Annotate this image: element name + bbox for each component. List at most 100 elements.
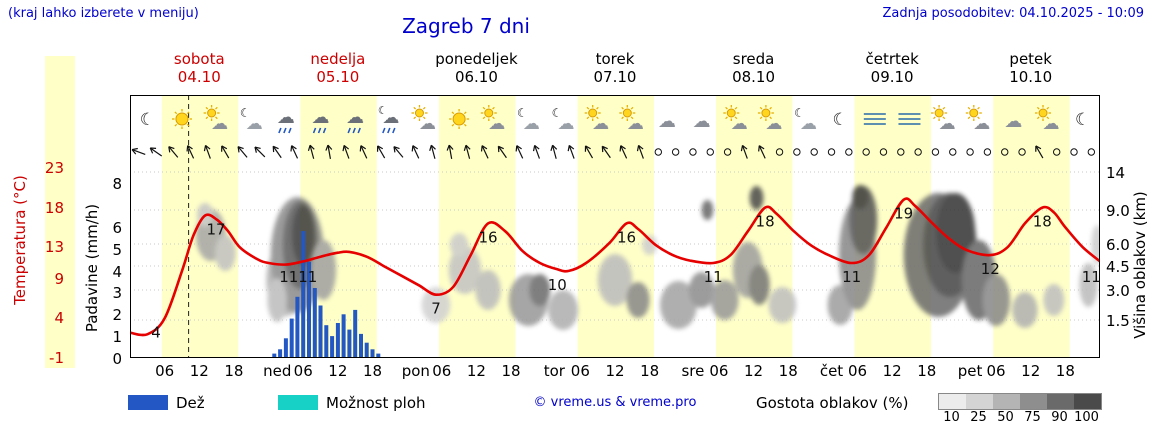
precip-tick: 1 <box>112 328 122 347</box>
day-header-name: sreda <box>732 50 775 68</box>
wind-arrow-icon <box>376 145 386 159</box>
sun-icon <box>449 109 470 129</box>
density-gradient-step <box>966 394 993 409</box>
calm-wind-icon <box>845 148 853 156</box>
last-update: Zadnja posodobitev: 04.10.2025 - 10:09 <box>882 6 1144 21</box>
svg-text:11: 11 <box>298 268 317 286</box>
xaxis-hour-label: 06 <box>570 362 590 380</box>
fog-icon <box>898 113 921 125</box>
calm-wind-icon <box>793 148 801 156</box>
cloud-tick: 6.0 <box>1106 236 1130 254</box>
precip-tick: 8 <box>112 175 122 193</box>
svg-text:☾: ☾ <box>140 110 155 130</box>
xaxis-hour-label: 06 <box>847 362 868 380</box>
wind-arrow-icon <box>149 147 163 157</box>
svg-text:☾: ☾ <box>1075 110 1090 130</box>
xaxis-day-abbrev: čet <box>819 362 844 380</box>
sun-cloud-icon: ☁ <box>480 105 505 134</box>
wind-arrow-icon <box>272 145 282 159</box>
location-hint: (kraj lahko izberete v meniju) <box>8 6 199 21</box>
wind-arrow-icon <box>601 145 611 159</box>
precip-tick: 5 <box>112 240 122 259</box>
xaxis-hour-label: 06 <box>155 362 175 380</box>
svg-text:☁: ☁ <box>523 114 540 134</box>
svg-text:11: 11 <box>704 268 723 286</box>
wind-arrow-icon <box>307 144 315 159</box>
xaxis-hour-label: 12 <box>605 362 625 380</box>
wind-arrow-icon <box>584 145 594 159</box>
precip-tick: 0 <box>112 350 122 368</box>
wind-arrow-icon <box>515 145 524 159</box>
density-tick: 25 <box>970 410 987 425</box>
day-header-date: 07.10 <box>593 68 637 86</box>
wind-arrow-icon <box>342 144 350 159</box>
cloud-icon: ☁ <box>693 111 711 132</box>
day-header-date: 10.10 <box>1009 68 1053 86</box>
svg-text:☁: ☁ <box>800 114 817 134</box>
calm-wind-icon <box>879 148 888 156</box>
sun-cloud-icon: ☁ <box>757 105 782 134</box>
svg-text:12: 12 <box>981 260 1000 278</box>
day-header-name: nedelja <box>310 50 366 68</box>
svg-text:☁: ☁ <box>382 108 399 128</box>
density-gradient-step <box>1047 394 1074 409</box>
moon-icon: ☾ <box>833 110 848 130</box>
xaxis-hour-label: 12 <box>466 362 486 380</box>
svg-text:11: 11 <box>279 268 298 286</box>
day-header-name: ponedeljek <box>435 50 518 68</box>
xaxis-hour-label: 18 <box>640 362 660 380</box>
svg-text:☾: ☾ <box>517 106 528 120</box>
svg-text:16: 16 <box>478 228 497 246</box>
page-title: Zagreb 7 dni <box>402 14 530 38</box>
xaxis-hour-label: 18 <box>362 362 383 380</box>
svg-text:☁: ☁ <box>765 114 782 134</box>
svg-text:☾: ☾ <box>794 106 805 120</box>
calm-wind-icon <box>897 148 905 156</box>
svg-text:11: 11 <box>1082 268 1100 286</box>
cloud-tick: 14 <box>1106 164 1126 182</box>
moon-icon: ☾ <box>1075 110 1090 130</box>
wind-arrow-icon <box>411 145 420 159</box>
svg-text:☾: ☾ <box>833 110 848 130</box>
svg-text:11: 11 <box>842 268 861 286</box>
precip-axis-label: Padavine (mm/h) <box>83 203 101 333</box>
svg-text:☾: ☾ <box>378 104 388 117</box>
density-gradient-step <box>1074 394 1101 409</box>
showers-legend-swatch <box>278 395 318 410</box>
wind-arrow-icon <box>636 144 644 159</box>
svg-text:☁: ☁ <box>1043 114 1060 134</box>
sun-cloud-icon: ☁ <box>203 105 228 134</box>
wind-arrow-icon <box>168 146 179 158</box>
calm-wind-icon <box>1018 148 1026 156</box>
temp-tick: 4 <box>54 309 64 328</box>
svg-text:☁: ☁ <box>246 114 263 134</box>
xaxis-hour-label: 18 <box>917 362 937 380</box>
svg-text:☁: ☁ <box>1004 111 1022 132</box>
temp-tick: -1 <box>49 349 64 367</box>
xaxis-hour-label: 12 <box>328 362 348 380</box>
svg-text:☾: ☾ <box>552 106 563 120</box>
xaxis-hour-label: 12 <box>189 362 209 380</box>
xaxis-day-abbrev: sre <box>681 362 705 380</box>
calm-wind-icon <box>966 148 974 156</box>
xaxis-hour-label: 18 <box>501 362 521 380</box>
svg-text:4: 4 <box>151 323 161 341</box>
xaxis-hour-label: 18 <box>778 362 798 380</box>
wind-arrow-icon <box>619 145 628 159</box>
cloud-icon: ☁ <box>658 111 676 132</box>
wind-arrow-icon <box>325 144 333 159</box>
temp-tick: 18 <box>44 198 64 217</box>
xaxis-day-abbrev: tor <box>543 362 565 380</box>
day-header-name: torek <box>595 50 635 68</box>
calm-wind-icon <box>654 148 663 156</box>
rain-legend-swatch <box>128 395 168 410</box>
calm-wind-icon <box>914 148 922 156</box>
cloud-tick: 4.5 <box>1106 258 1130 276</box>
wind-arrow-icon <box>203 144 211 159</box>
calm-wind-icon <box>827 148 836 156</box>
copyright-link[interactable]: © vreme.us & vreme.pro <box>533 395 697 410</box>
xaxis-day-abbrev: pet <box>957 362 983 380</box>
calm-wind-icon <box>949 148 957 156</box>
xaxis-hour-label: 18 <box>224 362 244 380</box>
